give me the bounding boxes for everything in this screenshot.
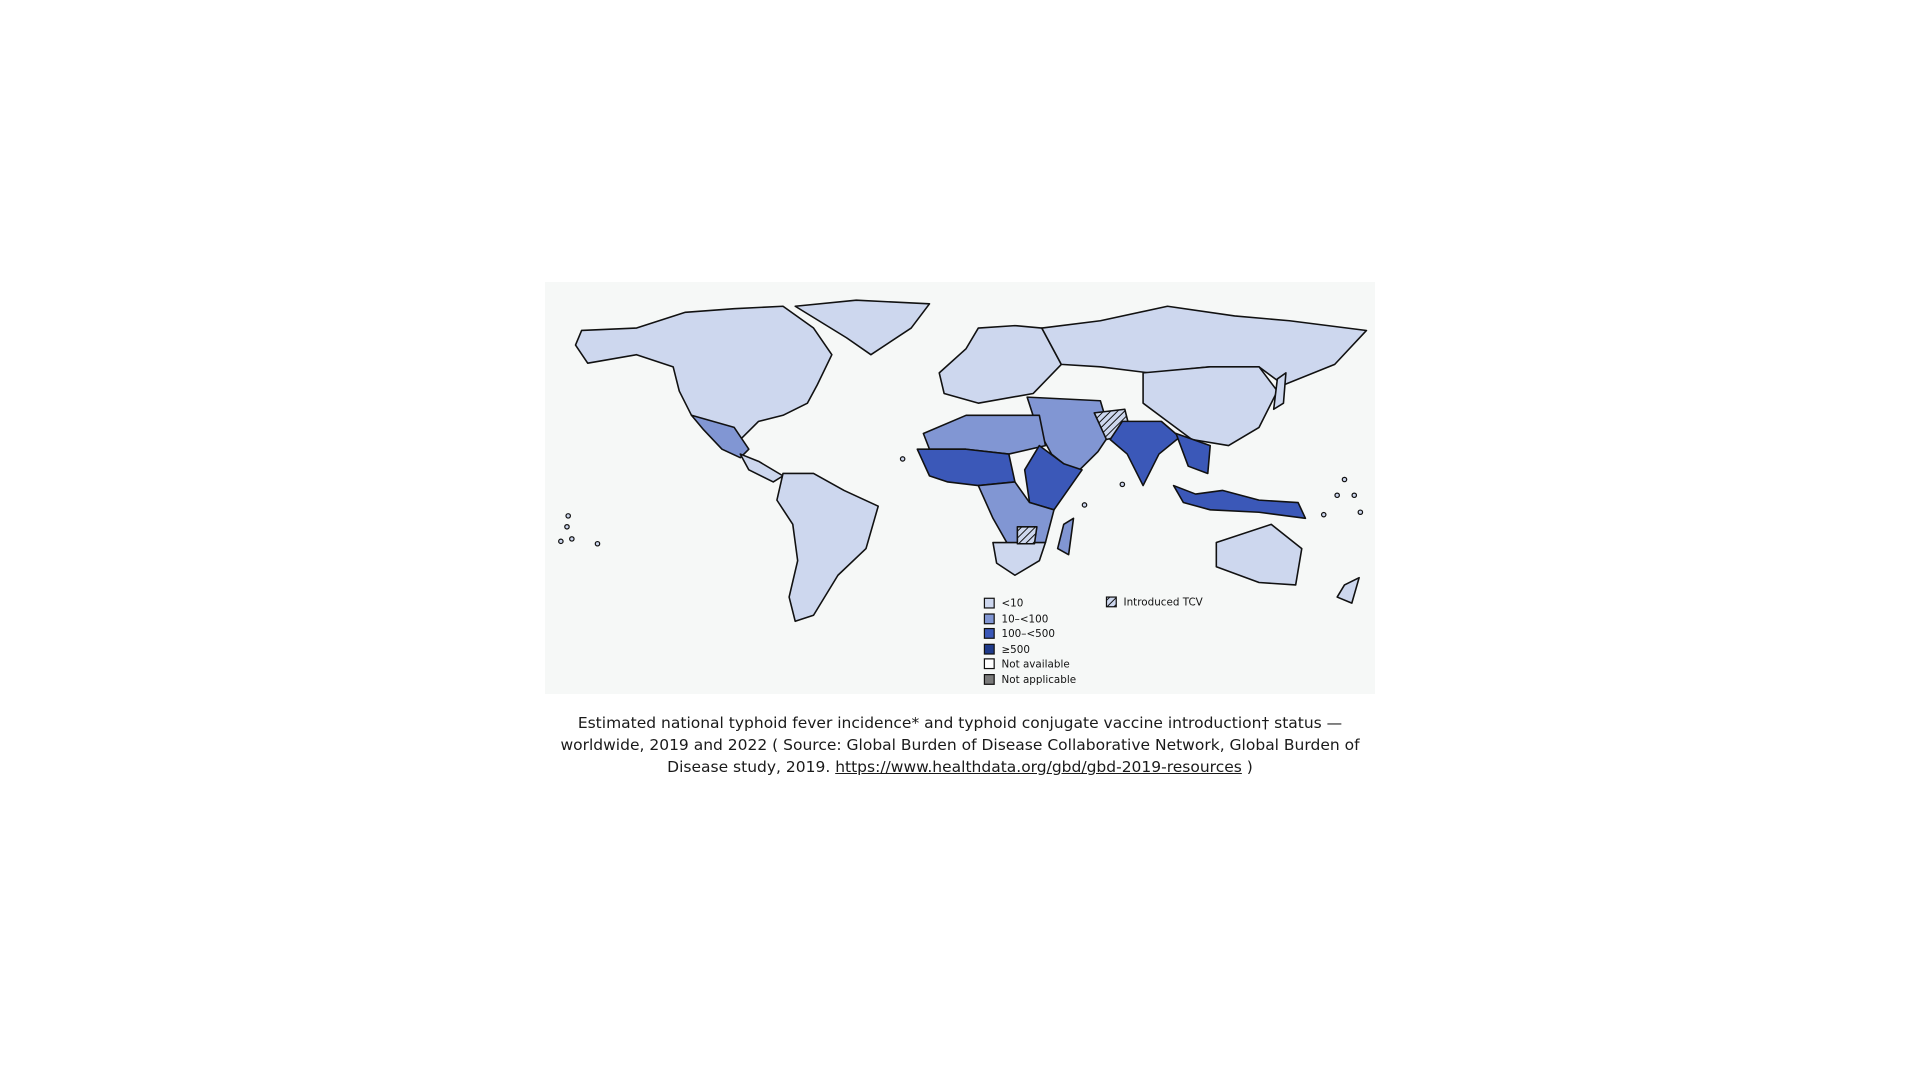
greenland [794,299,931,356]
svg-text:10–<100: 10–<100 [1002,614,1049,626]
europe [938,324,1063,404]
svg-text:≥500: ≥500 [1002,644,1030,656]
svg-text:Not available: Not available [1002,658,1070,670]
legend-item-lt10: <10 [983,597,1024,610]
legend-item-100-500: 100–<500 [983,627,1055,640]
indonesia [1172,484,1307,520]
southeast-asia [1175,432,1212,475]
madagascar [1056,517,1075,556]
south-america [776,472,880,623]
legend: <10 10–<100 100–<500 ≥500 Not available … [983,596,1203,686]
caption-end: ) [1241,758,1253,776]
zimbabwe-tcv [1016,525,1038,545]
japan [1272,372,1287,411]
caption-text: Estimated national typhoid fever inciden… [560,714,1360,776]
russia-northern-asia [1040,305,1368,386]
north-africa [922,414,1047,455]
new-zealand [1336,576,1360,604]
legend-item-not-available: Not available [983,658,1070,670]
source-link[interactable]: https://www.healthdata.org/gbd/gbd-2019-… [835,758,1242,776]
typhoid-incidence-world-map: <10 10–<100 100–<500 ≥500 Not available … [545,282,1375,694]
svg-text:<10: <10 [1002,598,1024,610]
figure-caption: Estimated national typhoid fever inciden… [545,712,1375,778]
svg-text:Not applicable: Not applicable [1002,674,1077,686]
north-america [574,305,833,441]
india [1109,420,1181,487]
pacific-islands [558,456,1364,547]
svg-text:100–<500: 100–<500 [1002,628,1055,640]
legend-item-10-100: 10–<100 [983,613,1049,626]
australia [1215,523,1303,586]
mexico [690,414,750,459]
legend-item-introduced-tcv: Introduced TCV [1105,596,1203,609]
central-america [739,453,784,483]
legend-item-ge500: ≥500 [983,643,1030,656]
legend-item-not-applicable: Not applicable [983,674,1077,686]
southern-africa [992,541,1047,577]
china-east-asia [1142,366,1279,447]
west-africa [916,448,1016,487]
svg-text:Introduced TCV: Introduced TCV [1124,597,1203,609]
